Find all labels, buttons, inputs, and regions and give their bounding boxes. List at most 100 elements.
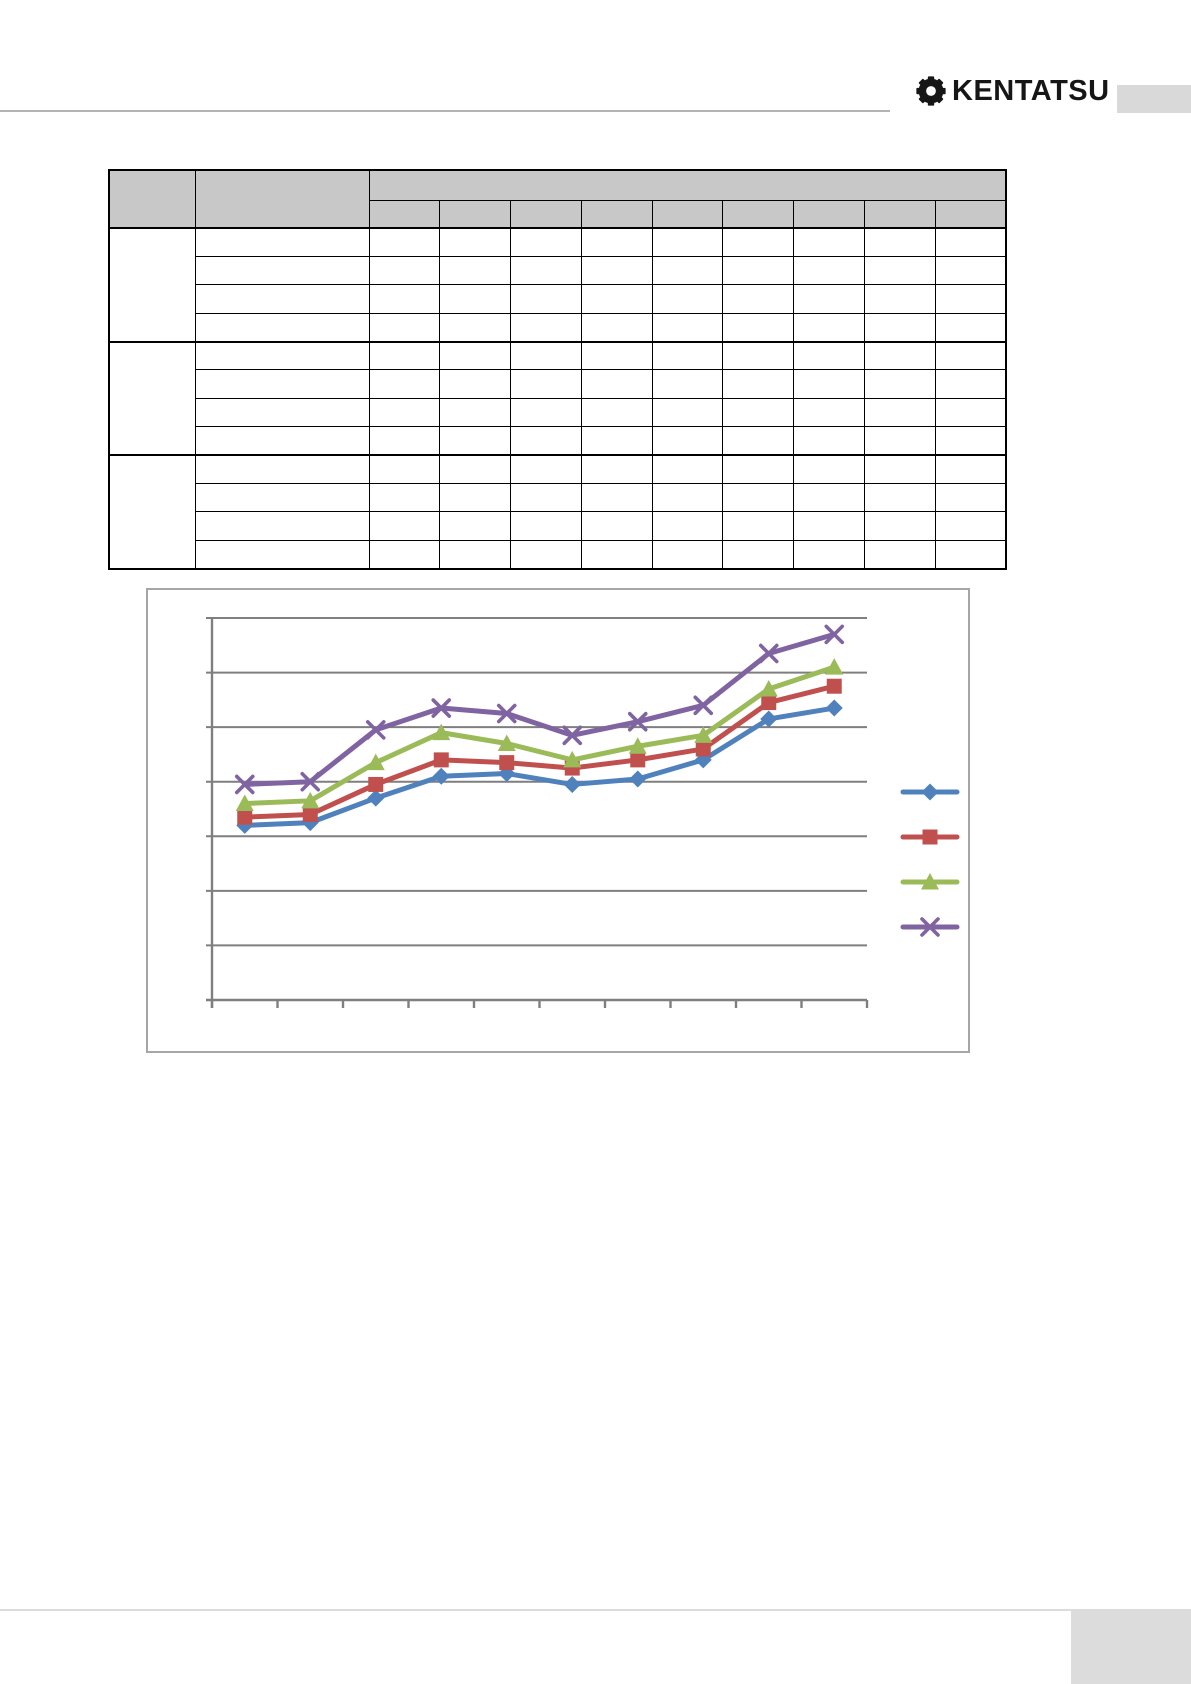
legend-series-3-triangle-marker — [921, 873, 939, 890]
footer-rule — [0, 1609, 1191, 1611]
data-cell — [722, 426, 795, 456]
row-label-cell — [194, 511, 370, 541]
data-cell — [510, 369, 582, 399]
data-cell — [580, 284, 653, 314]
header-sub-cell — [510, 200, 582, 229]
series-1-diamond-marker — [760, 710, 778, 728]
data-cell — [722, 539, 795, 570]
data-cell — [722, 511, 795, 541]
series-1-diamond-marker — [563, 775, 581, 793]
data-cell — [722, 369, 795, 399]
data-cell — [864, 255, 936, 286]
series-3-triangle-marker — [432, 723, 451, 741]
series-2-square-marker — [237, 809, 253, 825]
data-cell — [368, 539, 441, 570]
data-cell — [722, 483, 795, 513]
data-cell — [439, 539, 512, 570]
data-cell — [864, 340, 936, 371]
data-cell — [580, 426, 653, 456]
row-label-cell — [194, 340, 370, 371]
series-2-square-marker — [368, 776, 384, 792]
data-cell — [580, 511, 653, 541]
row-label-cell — [194, 369, 370, 399]
legend-series-2-square-marker — [922, 829, 938, 845]
header-sub-cell — [651, 200, 724, 229]
data-cell — [439, 483, 512, 513]
data-cell — [793, 426, 866, 456]
data-cell — [510, 539, 582, 570]
data-cell — [580, 483, 653, 513]
data-cell — [368, 226, 441, 257]
series-3-triangle-marker — [563, 750, 582, 768]
line-chart — [206, 617, 960, 1008]
data-cell — [439, 284, 512, 314]
data-cell — [651, 454, 724, 485]
data-cell — [793, 369, 866, 399]
data-cell — [934, 397, 1007, 428]
data-cell — [510, 255, 582, 286]
data-cell — [864, 483, 936, 513]
data-cell — [580, 312, 653, 343]
spec-table-header — [108, 169, 1007, 229]
data-cell — [651, 539, 724, 570]
data-cell — [864, 539, 936, 570]
data-cell — [651, 255, 724, 286]
row-label-cell — [194, 226, 370, 257]
data-cell — [439, 397, 512, 428]
data-cell — [368, 255, 441, 286]
data-cell — [368, 511, 441, 541]
data-cell — [510, 226, 582, 257]
data-cell — [934, 426, 1007, 456]
series-4-x-marker — [693, 695, 714, 716]
data-cell — [793, 483, 866, 513]
data-cell — [864, 284, 936, 314]
row-label-cell — [194, 397, 370, 428]
data-cell — [580, 454, 653, 485]
data-cell — [510, 284, 582, 314]
data-cell — [793, 511, 866, 541]
header-page-tab — [1117, 85, 1191, 113]
data-cell — [722, 226, 795, 257]
data-cell — [580, 226, 653, 257]
data-cell — [793, 284, 866, 314]
table-row — [108, 454, 1007, 570]
row-label-cell — [194, 284, 370, 314]
table-row — [109, 426, 1007, 456]
data-cell — [510, 312, 582, 343]
data-cell — [793, 397, 866, 428]
data-cell — [934, 511, 1007, 541]
data-cell — [793, 226, 866, 257]
series-3-triangle-marker — [628, 737, 647, 754]
series-3-triangle-marker — [235, 794, 254, 812]
table-row — [108, 340, 1007, 456]
table-row — [109, 312, 1007, 343]
table-row — [109, 483, 1007, 513]
table-row — [109, 369, 1007, 399]
data-cell — [934, 226, 1007, 257]
series-4-x-marker — [562, 725, 583, 746]
table-row — [108, 226, 1007, 343]
series-1-diamond-marker — [301, 814, 319, 832]
data-cell — [722, 284, 795, 314]
series-2-square-marker — [499, 755, 515, 771]
data-cell — [580, 369, 653, 399]
series-3-triangle-marker — [759, 679, 778, 697]
series-1-diamond-marker — [367, 789, 385, 807]
data-cell — [510, 426, 582, 456]
data-cell — [793, 340, 866, 371]
data-cell — [368, 284, 441, 314]
data-cell — [793, 312, 866, 343]
data-cell — [439, 312, 512, 343]
data-cell — [510, 454, 582, 485]
series-4-x-marker — [627, 711, 648, 732]
data-cell — [864, 426, 936, 456]
data-cell — [510, 397, 582, 428]
data-cell — [368, 397, 441, 428]
data-cell — [722, 312, 795, 343]
data-cell — [651, 226, 724, 257]
series-4-x-marker — [824, 624, 845, 645]
data-cell — [439, 369, 512, 399]
series-2-square-marker — [826, 678, 842, 694]
series-1-diamond-line — [242, 705, 837, 828]
